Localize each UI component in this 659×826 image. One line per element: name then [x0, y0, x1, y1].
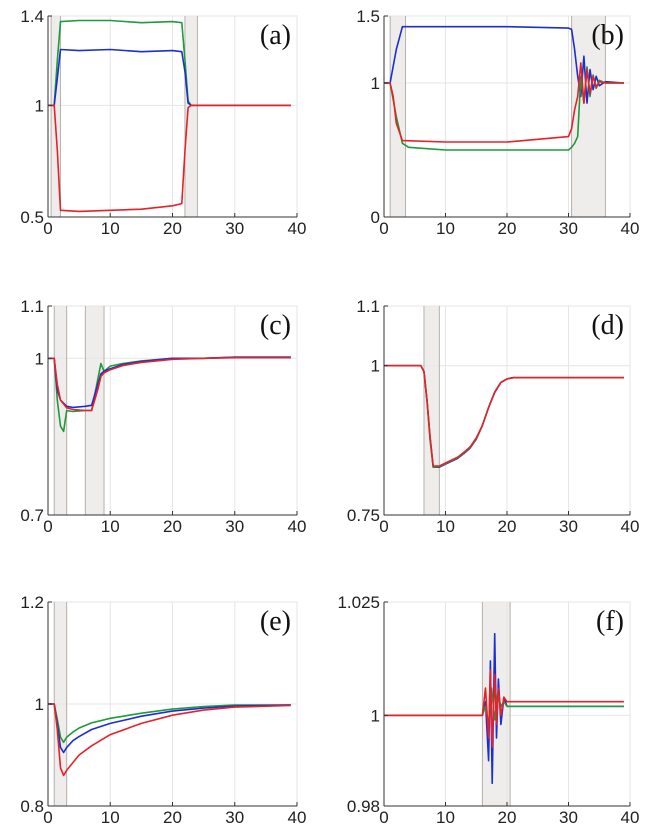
x-tick-label: 10: [101, 219, 120, 238]
y-tick-label: 1.2: [20, 593, 44, 612]
x-tick-label: 30: [559, 808, 578, 826]
x-tick-label: 20: [163, 808, 182, 826]
y-tick-label: 0.5: [20, 208, 44, 227]
x-tick-label: 0: [379, 219, 388, 238]
panel-a: 0 10 20 30 40 0.5 1 1.4 (a): [20, 7, 306, 238]
x-tick-label: 10: [436, 219, 455, 238]
x-tick-label: 30: [559, 219, 578, 238]
x-tick-label: 10: [101, 517, 120, 536]
shaded-region: [85, 306, 105, 515]
shaded-region: [423, 306, 440, 515]
x-tick-label: 40: [621, 808, 640, 826]
x-tick-label: 0: [43, 517, 52, 536]
shaded-region: [54, 602, 67, 806]
y-tick-label: 0.98: [347, 797, 380, 816]
panel-d: 0 10 20 30 40 0.75 1 1.1 (d): [347, 297, 640, 536]
series-line-blue: [384, 25, 624, 104]
y-tick-label: 1.1: [20, 297, 44, 316]
panel-label: (f): [596, 606, 624, 637]
y-tick-label: 1.025: [337, 593, 380, 612]
x-tick-label: 0: [43, 808, 52, 826]
series-line-red: [48, 104, 291, 213]
series-line-green: [48, 19, 291, 107]
y-tick-label: 1.1: [356, 297, 380, 316]
panel-f: 0 10 20 30 40 0.98 1 1.025 (f): [337, 593, 639, 826]
y-tick-label: 0.7: [20, 506, 44, 525]
x-tick-label: 0: [379, 517, 388, 536]
series-line-red: [48, 356, 291, 412]
x-tick-label: 20: [163, 517, 182, 536]
x-tick-label: 20: [163, 219, 182, 238]
shaded-region: [54, 306, 67, 515]
panel-label: (e): [260, 606, 291, 637]
x-tick-label: 40: [621, 219, 640, 238]
x-tick-label: 40: [288, 808, 307, 826]
x-tick-label: 10: [436, 517, 455, 536]
panel-label: (a): [260, 20, 291, 51]
series-line-red: [384, 62, 624, 143]
x-tick-label: 40: [288, 219, 307, 238]
series-line-blue: [48, 703, 291, 754]
shaded-region: [184, 16, 198, 217]
y-tick-label: 1: [35, 695, 44, 714]
series-line-blue: [48, 48, 291, 107]
x-tick-label: 10: [101, 808, 120, 826]
y-tick-label: 0.75: [347, 506, 380, 525]
panel-e: 0 10 20 30 40 0.8 1 1.2 (e): [20, 593, 306, 826]
x-tick-label: 30: [559, 517, 578, 536]
series-line-red: [384, 364, 624, 467]
x-tick-label: 40: [288, 517, 307, 536]
x-tick-label: 0: [379, 808, 388, 826]
series-line-green: [48, 703, 291, 744]
x-tick-label: 20: [498, 219, 517, 238]
series-line-red: [384, 669, 624, 748]
x-tick-label: 30: [225, 808, 244, 826]
panel-label: (c): [260, 310, 291, 341]
shaded-region: [51, 16, 61, 217]
panel-b: 0 10 20 30 40 0 1 1.5 (b): [356, 7, 639, 238]
y-tick-label: 1: [35, 96, 44, 115]
y-tick-label: 0.8: [20, 797, 44, 816]
shaded-region: [571, 16, 606, 217]
panel-c: 0 10 20 30 40 0.7 1 1.1 (c): [20, 297, 306, 536]
series-line-blue: [48, 356, 291, 409]
y-tick-label: 1: [371, 706, 380, 725]
y-tick-label: 0: [371, 208, 380, 227]
x-tick-label: 20: [498, 808, 517, 826]
x-tick-label: 30: [225, 219, 244, 238]
y-tick-label: 1: [371, 74, 380, 93]
x-tick-label: 0: [43, 219, 52, 238]
panel-label: (d): [591, 310, 624, 341]
x-tick-label: 10: [436, 808, 455, 826]
x-tick-label: 30: [225, 517, 244, 536]
y-tick-label: 1: [35, 349, 44, 368]
panel-label: (b): [591, 20, 624, 51]
series-line-red: [48, 703, 291, 777]
y-tick-label: 1.5: [356, 7, 380, 26]
x-tick-label: 20: [498, 517, 517, 536]
x-tick-label: 40: [621, 517, 640, 536]
y-tick-label: 1: [371, 357, 380, 376]
y-tick-label: 1.4: [20, 7, 44, 26]
series-line-green: [48, 356, 291, 433]
